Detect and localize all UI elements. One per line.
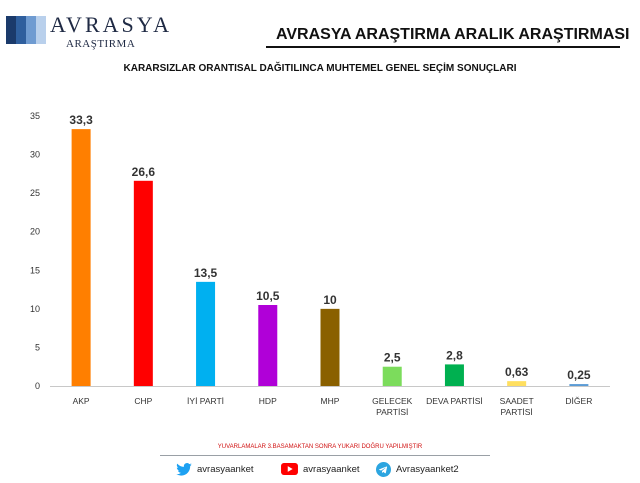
x-tick-label-line: İYİ PARTİ xyxy=(187,396,224,406)
brand-subtitle: ARAŞTIRMA xyxy=(66,38,136,50)
bar xyxy=(382,366,402,386)
bar xyxy=(444,364,464,386)
x-tick-label-line: GELECEK xyxy=(372,396,412,406)
y-tick-label: 0 xyxy=(35,381,40,391)
social-telegram[interactable]: Avrasyaanket2 xyxy=(376,460,459,478)
x-tick-label-line: HDP xyxy=(259,396,277,406)
x-tick-label: DİĞER xyxy=(565,396,592,406)
data-label: 33,3 xyxy=(69,113,93,127)
x-tick-label: MHP xyxy=(321,396,340,406)
x-tick-label: DEVA PARTİSİ xyxy=(426,396,483,406)
x-tick-label-line: DİĞER xyxy=(565,396,592,406)
x-tick-label-line: PARTİSİ xyxy=(501,407,533,417)
social-youtube[interactable]: avrasyaanket xyxy=(281,460,360,478)
bar xyxy=(507,381,527,386)
x-tick-label: AKP xyxy=(73,396,90,406)
data-label: 10,5 xyxy=(256,289,280,303)
logo-stripe xyxy=(16,16,26,44)
brand-logo-mark xyxy=(6,16,46,44)
brand-name: AVRASYA xyxy=(50,12,173,37)
bar-chart: 0 5 10 15 20 25 30 35 33,3 AKP 26,6 CHP 13,5 İYİ PART… xyxy=(30,111,610,417)
x-tick-label-line: MHP xyxy=(321,396,340,406)
youtube-icon xyxy=(281,463,298,475)
logo-stripe xyxy=(6,16,16,44)
logo-stripe xyxy=(36,16,46,44)
data-label: 0,25 xyxy=(567,368,591,382)
footnote: YUVARLAMALAR 3.BASAMAKTAN SONRA YUKARI D… xyxy=(217,444,423,450)
bar xyxy=(320,308,340,386)
logo-stripe xyxy=(26,16,36,44)
x-tick-label: CHP xyxy=(134,396,152,406)
x-tick-label-line: DEVA PARTİSİ xyxy=(426,396,483,406)
telegram-icon xyxy=(376,461,391,477)
y-tick-label: 25 xyxy=(30,188,40,198)
chart-title: KARARSIZLAR ORANTISAL DAĞITILINCA MUHTEM… xyxy=(123,63,517,74)
data-label: 0,63 xyxy=(505,365,529,379)
x-tick-label-line: SAADET xyxy=(500,396,534,406)
twitter-icon xyxy=(176,462,192,476)
data-label: 10 xyxy=(323,293,337,307)
data-label: 2,8 xyxy=(446,348,463,362)
data-label: 2,5 xyxy=(384,351,401,365)
title-underline xyxy=(266,46,620,48)
y-tick-label: 10 xyxy=(30,304,40,314)
footer-divider xyxy=(160,455,490,456)
twitter-handle[interactable]: avrasyaanket xyxy=(197,463,254,475)
x-tick-label: İYİ PARTİ xyxy=(187,396,224,406)
telegram-handle[interactable]: Avrasyaanket2 xyxy=(396,463,459,475)
y-tick-label: 5 xyxy=(35,342,40,352)
y-tick-label: 15 xyxy=(30,265,40,275)
page-title: AVRASYA ARAŞTIRMA ARALIK ARAŞTIRMASI xyxy=(276,26,630,43)
data-label: 26,6 xyxy=(132,165,156,179)
x-tick-label-line: PARTİSİ xyxy=(376,407,408,417)
x-tick-label: HDP xyxy=(259,396,277,406)
bar xyxy=(258,305,278,386)
bar xyxy=(71,129,91,386)
social-twitter[interactable]: avrasyaanket xyxy=(176,460,254,478)
x-tick-label: SAADET PARTİSİ xyxy=(500,396,534,417)
x-tick-label-line: AKP xyxy=(73,396,90,406)
bar xyxy=(569,384,589,386)
youtube-handle[interactable]: avrasyaanket xyxy=(303,463,360,475)
y-tick-label: 30 xyxy=(30,150,40,160)
x-tick-label-line: CHP xyxy=(134,396,152,406)
x-tick-label: GELECEK PARTİSİ xyxy=(372,396,412,417)
y-tick-label: 20 xyxy=(30,227,40,237)
bar xyxy=(133,180,153,386)
data-label: 13,5 xyxy=(194,266,218,280)
y-tick-label: 35 xyxy=(30,111,40,121)
bar xyxy=(196,281,216,386)
